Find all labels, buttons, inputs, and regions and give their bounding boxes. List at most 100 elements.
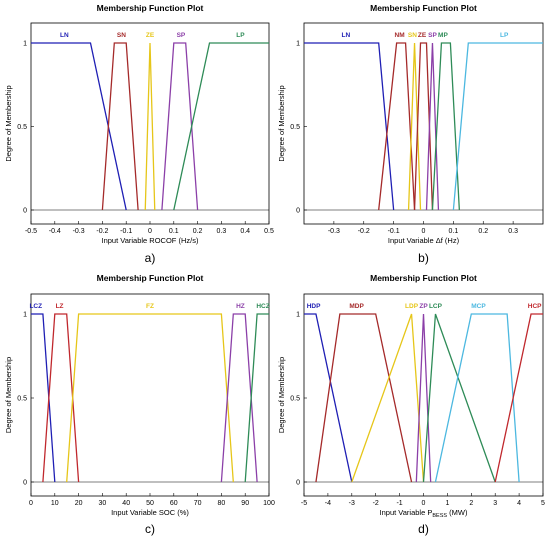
panel-caption: b) <box>418 251 429 265</box>
mf-label-lp: LP <box>236 32 245 39</box>
x-tick-label: -0.1 <box>120 228 132 235</box>
mf-label-ze: ZE <box>418 32 427 39</box>
mf-label-hdp: HDP <box>307 303 321 310</box>
y-tick-label: 0 <box>23 208 27 215</box>
x-tick-label: 1 <box>445 500 449 507</box>
x-tick-label: 40 <box>122 500 130 507</box>
plot-frame <box>303 22 544 225</box>
mf-line-lp <box>452 42 543 211</box>
x-tick-label: 0.5 <box>264 228 274 235</box>
plot-frame <box>30 293 270 497</box>
x-tick-label: 10 <box>51 500 59 507</box>
chart-panel-a: Membership Function Plot -0.5 -0.4 -0.3 -0.2… <box>4 3 274 265</box>
mf-label-mcp: MCP <box>471 303 486 310</box>
mf-line-nm <box>378 42 416 211</box>
mf-label-sn: SN <box>117 32 126 39</box>
mf-line-ln <box>304 42 395 211</box>
mf-label-hz: HZ <box>236 303 245 310</box>
x-tick-label: -3 <box>349 500 355 507</box>
mf-label-lp: LP <box>500 32 509 39</box>
x-tick-label: -0.4 <box>49 228 61 235</box>
x-tick-label: -5 <box>301 500 307 507</box>
chart-panel-d: Membership Function Plot -5 -4 -3 -2 -1 0 1 2 3 4 5… <box>277 273 545 536</box>
mf-line-sp <box>425 42 440 211</box>
x-tick-label: 2 <box>469 500 473 507</box>
x-tick-label: 90 <box>241 500 249 507</box>
x-axis-label: Input Variable ROCOF (Hz/s) <box>102 236 199 245</box>
x-tick-label: -0.1 <box>388 228 400 235</box>
chart-title: Membership Function Plot <box>370 3 477 13</box>
mf-line-hdp <box>304 313 353 483</box>
mf-line-sn <box>101 42 139 211</box>
x-tick-label: 0.1 <box>449 228 459 235</box>
mf-label-nm: NM <box>395 32 405 39</box>
x-tick-label: 0 <box>148 228 152 235</box>
x-tick-label: 4 <box>517 500 521 507</box>
mf-label-sp: SP <box>428 32 437 39</box>
chart-title: Membership Function Plot <box>370 273 477 283</box>
y-tick-label: 1 <box>296 41 300 48</box>
y-tick-label: 0.5 <box>290 396 300 403</box>
y-axis-label: Degree of Membership <box>277 357 286 433</box>
mf-label-lcp: LCP <box>429 303 443 310</box>
chart-panel-b: Membership Function Plot -0.3 -0.2 -0.1 0 0.1… <box>277 3 544 265</box>
x-axis-label: Input Variable Δf (Hz) <box>388 236 460 245</box>
x-tick-label: -0.3 <box>328 228 340 235</box>
mf-label-fz: FZ <box>146 303 154 310</box>
mf-line-mcp <box>434 313 520 483</box>
y-tick-label: 0 <box>296 480 300 487</box>
y-tick-label: 0.5 <box>17 124 27 131</box>
mf-label-sp: SP <box>177 32 186 39</box>
x-tick-label: -1 <box>396 500 402 507</box>
x-tick-label: -0.5 <box>25 228 37 235</box>
mf-label-ze: ZE <box>146 32 155 39</box>
mf-label-mp: MP <box>438 32 448 39</box>
y-tick-label: 0 <box>296 208 300 215</box>
mf-line-hcp <box>494 313 543 483</box>
x-tick-label: 20 <box>75 500 83 507</box>
x-tick-label: 0 <box>422 228 426 235</box>
mf-line-lp <box>173 42 269 211</box>
y-tick-label: 1 <box>23 312 27 319</box>
x-tick-label: 100 <box>263 500 275 507</box>
mf-label-lz: LZ <box>56 303 64 310</box>
y-tick-label: 0 <box>23 480 27 487</box>
panel-caption: d) <box>418 522 429 536</box>
mf-label-ln: LN <box>341 32 350 39</box>
y-tick-label: 0.5 <box>290 124 300 131</box>
y-tick-label: 1 <box>23 41 27 48</box>
panel-caption: c) <box>145 522 155 536</box>
x-tick-label: 0 <box>422 500 426 507</box>
x-axis-label: Input Variable PBESS (MW) <box>380 508 468 519</box>
x-tick-label: 0.4 <box>240 228 250 235</box>
mf-line-ldp <box>351 313 425 483</box>
mf-line-ze <box>144 42 156 211</box>
x-tick-label: -0.2 <box>358 228 370 235</box>
mf-label-lcz: LCZ <box>29 303 42 310</box>
x-tick-label: 0.3 <box>508 228 518 235</box>
y-tick-label: 0.5 <box>17 396 27 403</box>
x-tick-label: -0.2 <box>96 228 108 235</box>
y-axis-label: Degree of Membership <box>4 85 13 161</box>
mf-line-mp <box>431 42 460 211</box>
x-tick-label: -4 <box>325 500 331 507</box>
x-tick-label: 0.2 <box>193 228 203 235</box>
mf-line-zp <box>415 313 432 483</box>
x-tick-label: 0 <box>29 500 33 507</box>
x-tick-label: -0.3 <box>73 228 85 235</box>
y-axis-label: Degree of Membership <box>4 357 13 433</box>
x-tick-label: 70 <box>194 500 202 507</box>
mf-line-ln <box>31 42 127 211</box>
x-tick-label: 0.2 <box>478 228 488 235</box>
y-tick-label: 1 <box>296 312 300 319</box>
x-axis-label: Input Variable SOC (%) <box>111 508 189 517</box>
mf-label-ldp: LDP <box>405 303 419 310</box>
mf-line-fz <box>66 313 234 483</box>
x-tick-label: 0.3 <box>217 228 227 235</box>
chart-title: Membership Function Plot <box>97 3 204 13</box>
x-tick-label: 60 <box>170 500 178 507</box>
mf-label-mdp: MDP <box>349 303 364 310</box>
mf-label-hcz: HCZ <box>256 303 269 310</box>
